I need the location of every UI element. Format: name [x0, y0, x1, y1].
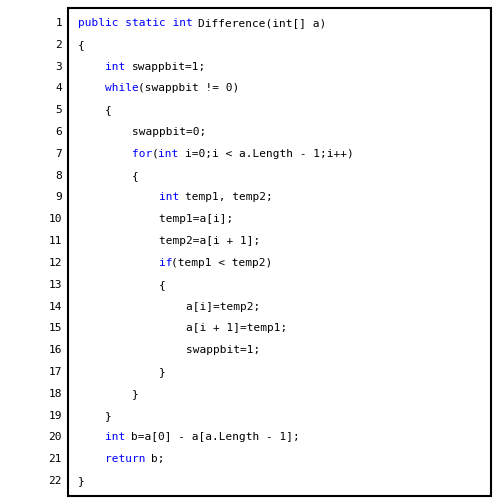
- Text: a[i + 1]=temp1;: a[i + 1]=temp1;: [78, 324, 287, 333]
- Text: 19: 19: [49, 411, 62, 421]
- Text: (: (: [151, 149, 158, 159]
- Text: swappbit=1;: swappbit=1;: [78, 345, 260, 355]
- Text: }: }: [78, 476, 85, 486]
- Text: }: }: [78, 411, 112, 421]
- Text: 13: 13: [49, 280, 62, 290]
- Text: 5: 5: [55, 105, 62, 115]
- Text: {: {: [78, 105, 112, 115]
- Text: {: {: [78, 171, 139, 180]
- Text: swappbit=1;: swappbit=1;: [131, 61, 206, 72]
- Text: b;: b;: [151, 454, 165, 464]
- Text: 7: 7: [55, 149, 62, 159]
- Text: 4: 4: [55, 83, 62, 93]
- Text: int: int: [78, 193, 186, 203]
- Text: 17: 17: [49, 367, 62, 377]
- Text: 12: 12: [49, 258, 62, 268]
- Text: (swappbit != 0): (swappbit != 0): [138, 83, 240, 93]
- Text: 8: 8: [55, 171, 62, 180]
- Text: (temp1 < temp2): (temp1 < temp2): [172, 258, 273, 268]
- Text: 21: 21: [49, 454, 62, 464]
- Text: 15: 15: [49, 324, 62, 333]
- Text: }: }: [78, 367, 166, 377]
- Text: }: }: [78, 389, 139, 399]
- Text: if: if: [78, 258, 173, 268]
- Text: 9: 9: [55, 193, 62, 203]
- Text: int: int: [78, 432, 132, 443]
- Text: int: int: [158, 149, 185, 159]
- Bar: [68, 8, 491, 496]
- Text: {: {: [78, 280, 166, 290]
- Text: int: int: [78, 61, 132, 72]
- Text: Difference(int[] a): Difference(int[] a): [198, 18, 326, 28]
- Text: 16: 16: [49, 345, 62, 355]
- Text: {: {: [78, 40, 85, 50]
- Text: temp1, temp2;: temp1, temp2;: [185, 193, 273, 203]
- Text: swappbit=0;: swappbit=0;: [78, 127, 206, 137]
- Text: 18: 18: [49, 389, 62, 399]
- Text: for: for: [78, 149, 152, 159]
- Text: 14: 14: [49, 301, 62, 311]
- Text: 10: 10: [49, 214, 62, 224]
- Text: 20: 20: [49, 432, 62, 443]
- Text: 2: 2: [55, 40, 62, 50]
- Text: 3: 3: [55, 61, 62, 72]
- Text: 22: 22: [49, 476, 62, 486]
- Text: temp2=a[i + 1];: temp2=a[i + 1];: [78, 236, 260, 246]
- Text: a[i]=temp2;: a[i]=temp2;: [78, 301, 260, 311]
- Text: i=0;i < a.Length - 1;i++): i=0;i < a.Length - 1;i++): [185, 149, 354, 159]
- Text: 6: 6: [55, 127, 62, 137]
- Text: 1: 1: [55, 18, 62, 28]
- Text: b=a[0] - a[a.Length - 1];: b=a[0] - a[a.Length - 1];: [131, 432, 300, 443]
- Text: 11: 11: [49, 236, 62, 246]
- Text: while: while: [78, 83, 139, 93]
- Text: return: return: [78, 454, 152, 464]
- Text: temp1=a[i];: temp1=a[i];: [78, 214, 233, 224]
- Text: public static int: public static int: [78, 18, 199, 28]
